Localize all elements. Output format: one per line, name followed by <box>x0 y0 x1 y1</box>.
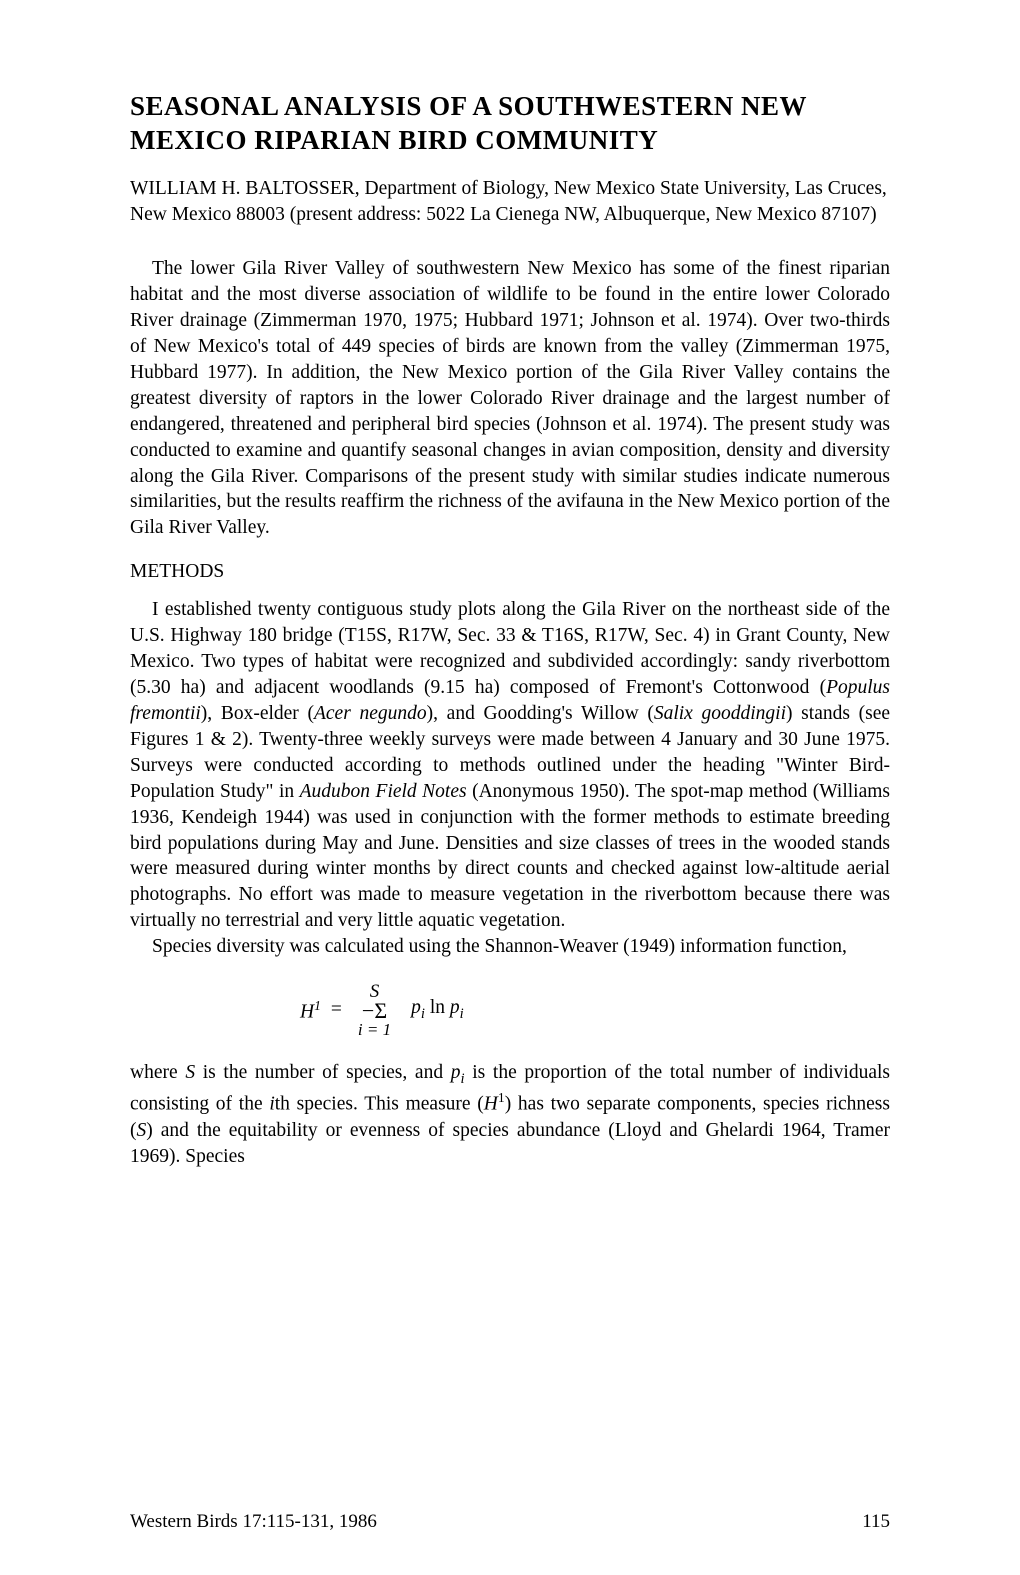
page-footer: Western Birds 17:115-131, 1986 115 <box>130 1511 890 1533</box>
formula-summation: S −Σ i = 1 <box>358 982 391 1038</box>
page-number: 115 <box>862 1511 890 1533</box>
methods-heading: METHODS <box>130 561 890 583</box>
article-title: SEASONAL ANALYSIS OF A SOUTHWESTERN NEW … <box>130 90 890 158</box>
formula-sigma: −Σ <box>362 1001 387 1021</box>
shannon-weaver-formula: H1 = S −Σ i = 1 pi ln pi <box>300 982 890 1038</box>
intro-paragraph: The lower Gila River Valley of southwest… <box>130 256 890 541</box>
footer-citation: Western Birds 17:115-131, 1986 <box>130 1511 377 1533</box>
formula-terms: pi ln pi <box>411 998 464 1022</box>
methods-paragraph-2: Species diversity was calculated using t… <box>130 934 890 960</box>
formula-sum-bottom: i = 1 <box>358 1021 391 1038</box>
formula-equals: = <box>331 1000 342 1020</box>
methods-paragraph-3: where S is the number of species, and pi… <box>130 1060 890 1170</box>
methods-paragraph-1: I established twenty contiguous study pl… <box>130 597 890 934</box>
formula-lhs: H1 <box>300 999 321 1022</box>
author-block: WILLIAM H. BALTOSSER, Department of Biol… <box>130 176 890 229</box>
page: SEASONAL ANALYSIS OF A SOUTHWESTERN NEW … <box>0 0 1020 1575</box>
